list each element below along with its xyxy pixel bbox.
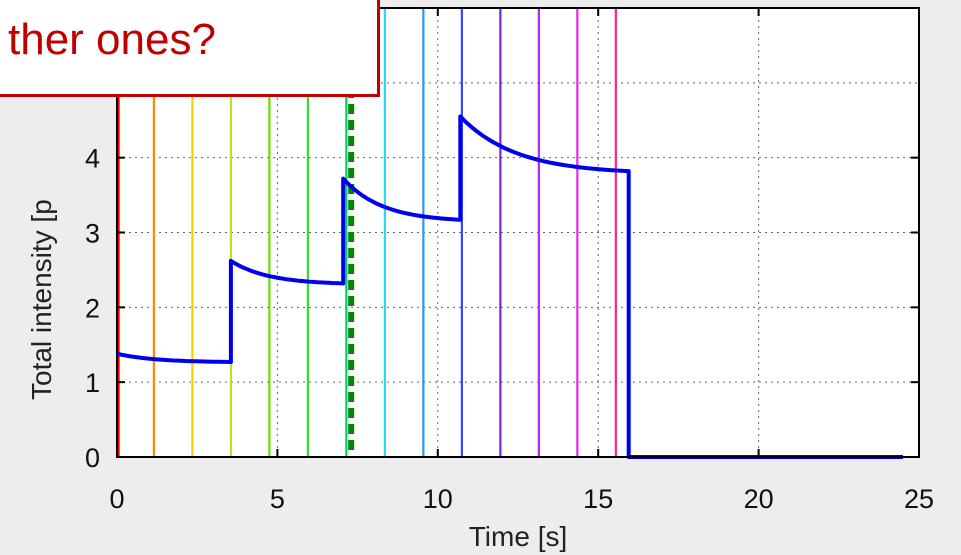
x-tick-label: 5 bbox=[270, 484, 285, 514]
intensity-series bbox=[116, 114, 903, 459]
y-tick-label: 3 bbox=[85, 219, 100, 249]
y-axis-title: Total intensity [p bbox=[26, 199, 57, 400]
series-line bbox=[116, 114, 903, 459]
callout-text-line1: ect from the bbox=[38, 0, 270, 11]
x-tick-label: 10 bbox=[423, 484, 453, 514]
x-tick-label: 0 bbox=[109, 484, 124, 514]
question-callout: ect from the ther ones? bbox=[0, 0, 380, 97]
x-tick-label: 20 bbox=[744, 484, 774, 514]
x-tick-label: 25 bbox=[904, 484, 934, 514]
x-axis-title: Time [s] bbox=[469, 521, 568, 552]
y-axis-ticks: 0 1 2 3 4 bbox=[85, 144, 919, 473]
y-tick-label: 2 bbox=[85, 293, 100, 323]
callout-text-line2: ther ones? bbox=[8, 15, 216, 64]
x-tick-label: 15 bbox=[583, 484, 613, 514]
y-tick-label: 4 bbox=[85, 144, 100, 174]
y-tick-label: 1 bbox=[85, 368, 100, 398]
y-tick-label: 0 bbox=[85, 443, 100, 473]
